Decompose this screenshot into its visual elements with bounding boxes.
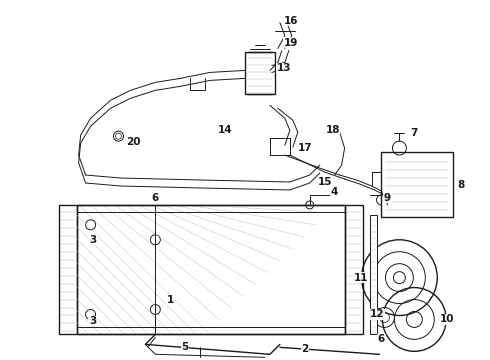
Text: 3: 3 xyxy=(89,316,96,327)
Text: 6: 6 xyxy=(152,193,159,203)
Text: 5: 5 xyxy=(182,342,189,352)
Text: 19: 19 xyxy=(284,37,298,48)
Text: 6: 6 xyxy=(378,334,385,345)
Bar xyxy=(344,205,363,334)
Text: 2: 2 xyxy=(301,345,308,354)
Bar xyxy=(59,205,76,334)
Bar xyxy=(245,53,275,94)
Text: 13: 13 xyxy=(276,63,291,73)
Text: 3: 3 xyxy=(89,235,96,245)
Text: 12: 12 xyxy=(370,310,385,319)
Bar xyxy=(382,152,453,217)
Text: 10: 10 xyxy=(440,314,454,324)
Bar xyxy=(369,215,377,334)
Text: 9: 9 xyxy=(384,193,391,203)
Text: 16: 16 xyxy=(284,15,298,26)
Text: 20: 20 xyxy=(126,137,141,147)
Text: 15: 15 xyxy=(318,177,332,187)
Text: 4: 4 xyxy=(331,187,338,197)
Text: 11: 11 xyxy=(354,273,369,283)
Text: 18: 18 xyxy=(325,125,340,135)
Text: 1: 1 xyxy=(167,294,174,305)
Text: 17: 17 xyxy=(297,143,312,153)
Bar xyxy=(76,205,344,334)
Text: 8: 8 xyxy=(458,180,465,190)
Text: 14: 14 xyxy=(218,125,232,135)
Text: 7: 7 xyxy=(411,128,418,138)
